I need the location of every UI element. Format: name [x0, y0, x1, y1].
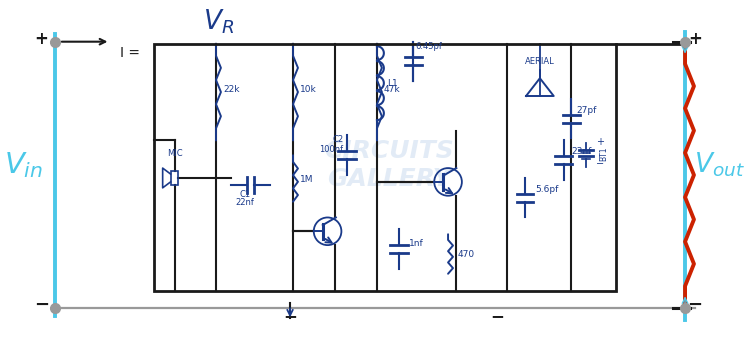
Text: −: −	[687, 296, 703, 314]
Text: 47k: 47k	[384, 85, 400, 93]
Text: +: +	[688, 30, 702, 48]
Text: −: −	[596, 159, 604, 169]
Text: 6.45pf: 6.45pf	[416, 42, 442, 51]
Text: BT1: BT1	[599, 147, 608, 161]
Text: 470: 470	[458, 251, 475, 259]
Text: 27pf: 27pf	[577, 106, 597, 115]
Text: I =: I =	[120, 46, 140, 60]
Text: C1: C1	[239, 190, 250, 199]
Text: −: −	[34, 296, 49, 314]
Text: 5.6pf: 5.6pf	[535, 185, 558, 194]
Text: CIRCUITS
GALLERY: CIRCUITS GALLERY	[324, 139, 454, 191]
Text: −: −	[490, 307, 504, 325]
Text: 10k: 10k	[300, 85, 316, 93]
Text: −: −	[283, 307, 297, 325]
Text: 23nf: 23nf	[572, 147, 592, 156]
Text: +: +	[34, 30, 48, 48]
Text: 1nf: 1nf	[409, 239, 423, 248]
Text: +: +	[596, 137, 604, 147]
Text: 100nf: 100nf	[320, 145, 344, 154]
Text: $V_{in}$: $V_{in}$	[4, 150, 43, 180]
Text: $V_R$: $V_R$	[203, 8, 235, 36]
Text: 22nf: 22nf	[236, 198, 254, 206]
Text: C2: C2	[332, 135, 344, 145]
Text: 1M: 1M	[300, 175, 313, 184]
Text: AERIAL: AERIAL	[525, 57, 555, 66]
Text: MIC: MIC	[166, 149, 182, 158]
Text: L1: L1	[387, 79, 398, 88]
Text: 22k: 22k	[223, 85, 239, 93]
Text: $V_{out}$: $V_{out}$	[694, 151, 745, 179]
Bar	[170, 171, 178, 185]
Bar	[154, 44, 616, 290]
